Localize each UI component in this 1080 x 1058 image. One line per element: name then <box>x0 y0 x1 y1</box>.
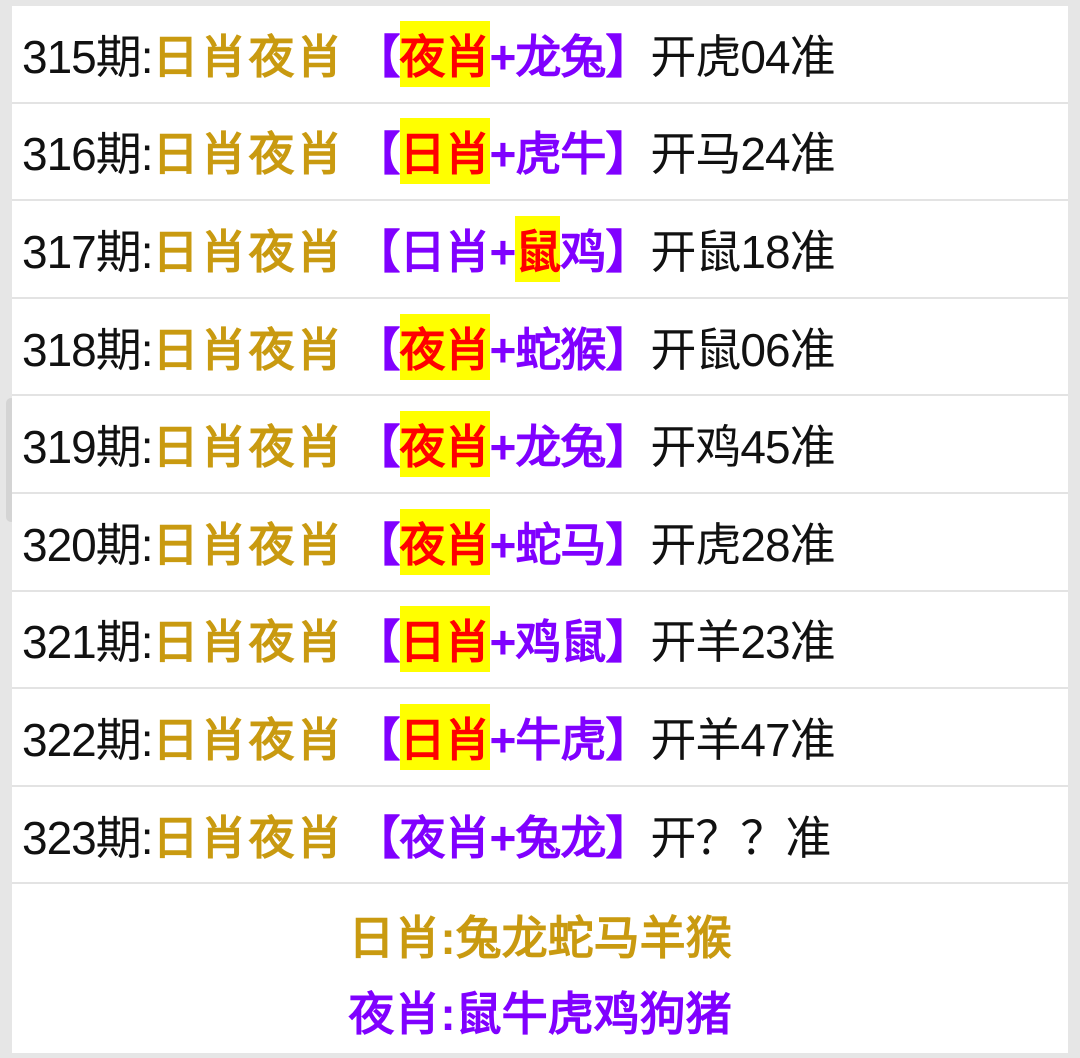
period-number: 316期: <box>22 128 154 181</box>
highlighted-pick: 夜肖 <box>399 508 491 575</box>
zodiac-label: 日肖夜肖 <box>152 128 345 181</box>
bracket-text: 【 <box>354 616 401 669</box>
zodiac-label: 日肖夜肖 <box>152 518 345 571</box>
zodiac-label: 日肖夜肖 <box>152 713 345 766</box>
table-row: 318期: 日肖夜肖【夜肖 +蛇猴】 开鼠06准 <box>12 299 1068 397</box>
period-number: 319期: <box>22 421 154 474</box>
prediction-table: 315期: 日肖夜肖【夜肖 +龙兔】 开虎04准 316期: 日肖夜肖【日肖 +虎牛】 开马2… <box>12 6 1068 1053</box>
bracket-text: +龙兔】 <box>489 30 652 83</box>
zodiac-label: 日肖夜肖 <box>152 811 345 864</box>
rows-container: 315期: 日肖夜肖【夜肖 +龙兔】 开虎04准 316期: 日肖夜肖【日肖 +虎牛】 开马2… <box>12 6 1068 885</box>
scrollbar-handle[interactable] <box>6 398 16 522</box>
table-row: 323期: 日肖夜肖 【夜肖+兔龙】 开？？准 <box>12 787 1068 885</box>
period-number: 323期: <box>22 811 154 864</box>
bracket-text: 【夜肖+兔龙】 <box>354 811 652 864</box>
table-row: 320期: 日肖夜肖【夜肖 +蛇马】 开虎28准 <box>12 494 1068 592</box>
table-row: 317期: 日肖夜肖 【日肖+ 鼠鸡】 开鼠18准 <box>12 201 1068 299</box>
highlighted-pick: 夜肖 <box>399 411 491 478</box>
bracket-text: +虎牛】 <box>489 128 652 181</box>
highlighted-pick: 夜肖 <box>399 20 491 87</box>
bracket-text: 【 <box>354 30 401 83</box>
zodiac-label: 日肖夜肖 <box>152 225 345 278</box>
table-row: 321期: 日肖夜肖【日肖 +鸡鼠】 开羊23准 <box>12 592 1068 690</box>
zodiac-label: 日肖夜肖 <box>152 323 345 376</box>
bracket-text: 【 <box>354 518 401 571</box>
bracket-text: +蛇马】 <box>489 518 652 571</box>
result-text: 开鼠06准 <box>650 323 835 376</box>
zodiac-label: 日肖夜肖 <box>152 30 345 83</box>
period-number: 317期: <box>22 225 154 278</box>
bracket-text: 【 <box>354 421 401 474</box>
period-number: 321期: <box>22 616 154 669</box>
result-text: 开虎28准 <box>650 518 835 571</box>
period-number: 315期: <box>22 30 154 83</box>
bracket-text: +牛虎】 <box>489 713 652 766</box>
bracket-text: 【 <box>354 128 401 181</box>
result-text: 开？？准 <box>650 811 831 864</box>
bracket-text: +鸡鼠】 <box>489 616 652 669</box>
result-text: 开羊47准 <box>650 713 835 766</box>
highlighted-pick: 日肖 <box>399 703 491 770</box>
result-text: 开鼠18准 <box>650 225 835 278</box>
table-row: 316期: 日肖夜肖【日肖 +虎牛】 开马24准 <box>12 104 1068 202</box>
highlighted-pick: 日肖 <box>399 606 491 673</box>
period-number: 320期: <box>22 518 154 571</box>
bracket-text: 【日肖+ <box>354 225 517 278</box>
bracket-text: +蛇猴】 <box>489 323 652 376</box>
highlighted-pick: 日肖 <box>399 118 491 185</box>
legend: 日肖:兔龙蛇马羊猴 夜肖:鼠牛虎鸡狗猪 <box>12 884 1068 1052</box>
zodiac-label: 日肖夜肖 <box>152 616 345 669</box>
bracket-text: +龙兔】 <box>489 421 652 474</box>
table-row: 322期: 日肖夜肖【日肖 +牛虎】 开羊47准 <box>12 689 1068 787</box>
bracket-text: 鸡】 <box>560 225 651 278</box>
table-row: 319期: 日肖夜肖【夜肖 +龙兔】 开鸡45准 <box>12 396 1068 494</box>
bracket-text: 【 <box>354 323 401 376</box>
night-zodiac-legend: 夜肖:鼠牛虎鸡狗猪 <box>348 988 732 1041</box>
result-text: 开鸡45准 <box>650 421 835 474</box>
result-text: 开马24准 <box>650 128 835 181</box>
table-row: 315期: 日肖夜肖【夜肖 +龙兔】 开虎04准 <box>12 6 1068 104</box>
highlighted-pick: 夜肖 <box>399 313 491 380</box>
highlighted-pick: 鼠 <box>515 215 561 282</box>
bracket-text: 【 <box>354 713 401 766</box>
zodiac-label: 日肖夜肖 <box>152 421 345 474</box>
period-number: 318期: <box>22 323 154 376</box>
result-text: 开羊23准 <box>650 616 835 669</box>
day-zodiac-legend: 日肖:兔龙蛇马羊猴 <box>348 912 732 965</box>
result-text: 开虎04准 <box>650 30 835 83</box>
period-number: 322期: <box>22 713 154 766</box>
